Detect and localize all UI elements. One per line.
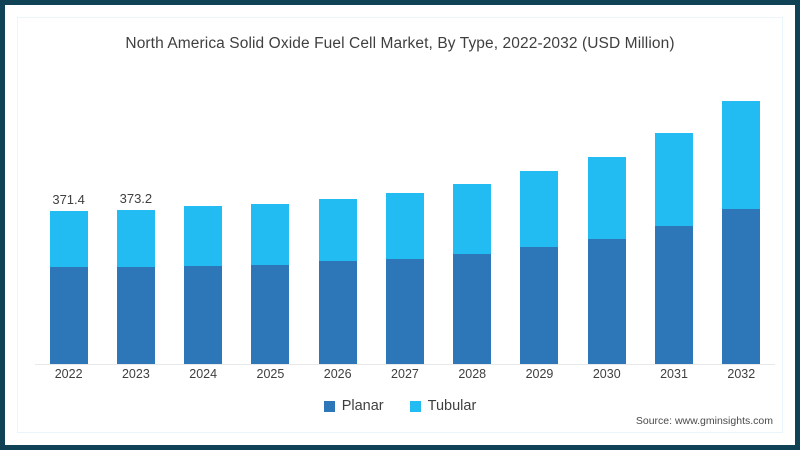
stacked-bar[interactable] — [453, 183, 492, 364]
bar-group[interactable]: 371.4 — [46, 75, 92, 364]
axis-baseline — [35, 364, 775, 365]
bar-group[interactable] — [449, 75, 495, 364]
stacked-bar[interactable] — [520, 170, 559, 364]
bar-segment-tubular[interactable] — [318, 198, 357, 261]
stacked-bar[interactable] — [49, 210, 88, 364]
bar-segment-planar[interactable] — [318, 260, 357, 364]
x-axis-tick-label: 2024 — [189, 367, 218, 381]
bar-segment-planar[interactable] — [722, 208, 761, 364]
x-axis-tick-label: 2029 — [525, 367, 554, 381]
bar-segment-tubular[interactable] — [587, 156, 626, 239]
bar-segment-tubular[interactable] — [184, 205, 223, 266]
x-axis-tick-label: 2028 — [458, 367, 487, 381]
stacked-bar[interactable] — [251, 203, 290, 364]
legend-label: Planar — [341, 398, 384, 414]
bar-segment-planar[interactable] — [184, 265, 223, 364]
bar-group[interactable] — [651, 75, 697, 364]
bar-series-container: 371.4 373.2 — [35, 75, 775, 364]
x-axis-tick-label: 2027 — [391, 367, 419, 381]
bar-segment-tubular[interactable] — [453, 183, 492, 254]
bar-segment-planar[interactable] — [251, 264, 290, 364]
bar-segment-tubular[interactable] — [49, 210, 88, 267]
bar-segment-tubular[interactable] — [385, 192, 424, 259]
bar-segment-planar[interactable] — [453, 253, 492, 364]
bar-group[interactable] — [247, 75, 293, 364]
x-axis-tick-label: 2030 — [592, 367, 621, 381]
bar-segment-tubular[interactable] — [251, 203, 290, 265]
legend-swatch-icon — [409, 400, 421, 412]
bar-segment-tubular[interactable] — [722, 101, 761, 209]
stacked-bar[interactable] — [655, 132, 694, 364]
bar-group[interactable] — [584, 75, 630, 364]
stacked-bar[interactable] — [318, 198, 357, 364]
bar-group[interactable]: 373.2 — [113, 75, 159, 364]
x-axis-tick-label: 2032 — [727, 367, 756, 381]
bar-value-label: 373.2 — [119, 190, 153, 206]
bar-group[interactable] — [718, 75, 764, 364]
x-axis-tick-label: 2026 — [323, 367, 352, 381]
bar-group[interactable] — [315, 75, 361, 364]
bar-segment-planar[interactable] — [49, 266, 88, 364]
legend-item[interactable]: Tubular — [409, 398, 477, 414]
page-title: North America Solid Oxide Fuel Cell Mark… — [125, 35, 675, 52]
bar-group[interactable] — [382, 75, 428, 364]
stacked-bar[interactable] — [722, 101, 761, 364]
legend-swatch-icon — [323, 400, 335, 412]
bar-segment-planar[interactable] — [655, 225, 694, 364]
chart-legend: Planar Tubular — [5, 398, 795, 414]
bar-segment-tubular[interactable] — [655, 132, 694, 226]
x-axis-tick-label: 2025 — [256, 367, 285, 381]
stacked-bar[interactable] — [184, 205, 223, 364]
plot-area: 371.4 373.2 — [35, 75, 775, 365]
x-axis-tick-labels: 2022 2023 2024 2025 2026 2027 2028 2029 2030 2031… — [35, 367, 775, 381]
legend-label: Tubular — [427, 398, 477, 414]
source-attribution: Source: www.gminsights.com — [635, 415, 773, 427]
bar-value-label: 371.4 — [52, 191, 85, 207]
x-axis-tick-label: 2031 — [660, 367, 688, 381]
legend-item[interactable]: Planar — [323, 398, 384, 414]
stacked-bar[interactable] — [587, 156, 626, 364]
bar-segment-tubular[interactable] — [520, 170, 559, 247]
bar-segment-planar[interactable] — [520, 246, 559, 364]
stacked-bar[interactable] — [116, 209, 155, 364]
bar-segment-planar[interactable] — [385, 258, 424, 364]
bar-group[interactable] — [517, 75, 563, 364]
bar-segment-tubular[interactable] — [116, 209, 155, 267]
bar-segment-planar[interactable] — [587, 238, 626, 364]
bar-group[interactable] — [180, 75, 226, 364]
x-axis-tick-label: 2022 — [54, 367, 83, 381]
bar-segment-planar[interactable] — [116, 266, 155, 364]
x-axis-tick-label: 2023 — [121, 367, 150, 381]
stacked-bar[interactable] — [385, 192, 424, 364]
